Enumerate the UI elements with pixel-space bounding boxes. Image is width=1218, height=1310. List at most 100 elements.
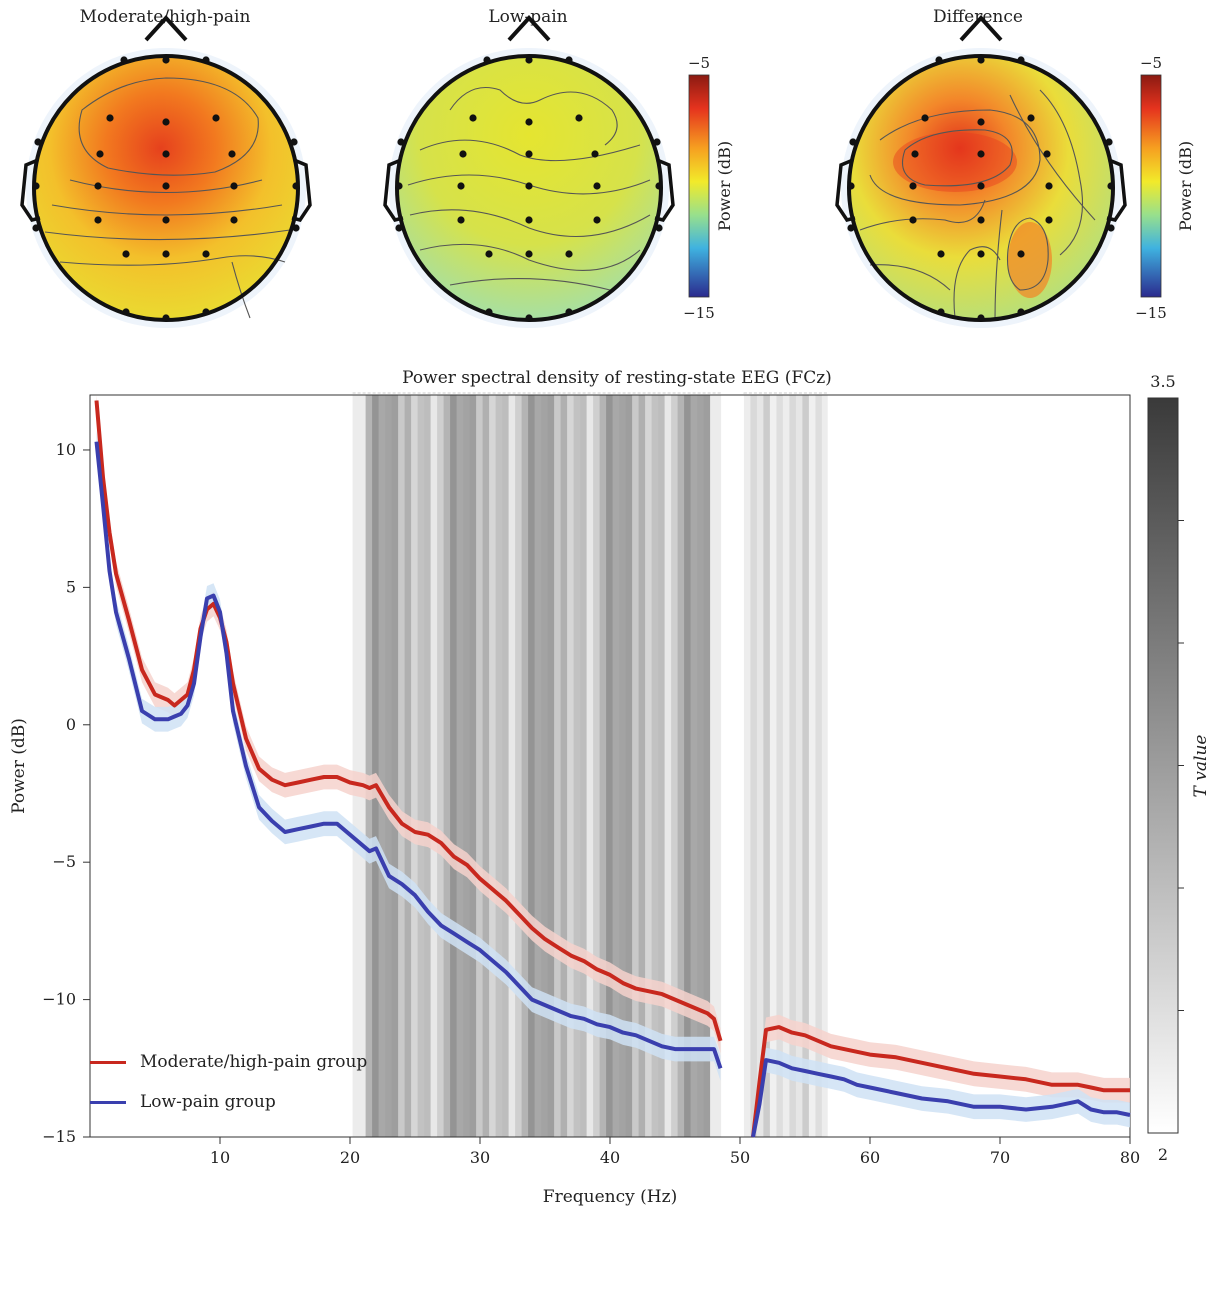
electrode-markers	[32, 56, 300, 322]
nose-icon	[959, 15, 1003, 42]
electrode-dot	[525, 118, 533, 126]
significance-stripe	[580, 395, 588, 1137]
tvalue-top-label: 3.5	[1150, 372, 1175, 391]
electrode-dot	[937, 308, 945, 316]
electrode-dot	[106, 114, 114, 122]
significance-stripe	[756, 395, 764, 1137]
colorbar-bottom-label: −15	[1135, 304, 1167, 322]
electrode-dot	[202, 250, 210, 258]
legend-swatch-high	[90, 1060, 126, 1064]
x-tick-label: 10	[210, 1148, 230, 1167]
significance-stripe	[456, 395, 464, 1137]
electrode-dot	[120, 56, 128, 64]
contour-lines	[859, 89, 1096, 321]
right-ear-icon	[654, 158, 675, 222]
significance-stripe	[573, 395, 581, 1137]
tvalue-ticks	[1178, 520, 1184, 1011]
significance-stripe	[619, 395, 627, 1137]
significance-stripe	[716, 395, 722, 1137]
contour-lines	[407, 86, 651, 291]
electrode-dot	[977, 56, 985, 64]
electrode-dot	[909, 182, 917, 190]
series-line	[751, 1025, 1130, 1138]
electrode-dot	[977, 250, 985, 258]
contour-lines	[44, 77, 291, 319]
electrode-dot	[469, 114, 477, 122]
significance-stripe	[547, 395, 555, 1137]
electrode-dot	[212, 114, 220, 122]
electrode-dot	[1017, 308, 1025, 316]
colorbar-top-label: −5	[688, 54, 710, 72]
electrode-dot	[1107, 224, 1115, 232]
significance-stripe	[684, 395, 692, 1137]
electrode-dot	[847, 224, 855, 232]
y-tick-label: −10	[42, 990, 76, 1009]
significance-stripe	[515, 395, 523, 1137]
confidence-band	[753, 1047, 1130, 1137]
topo-colorbar-1: −5 −15 Power (dB)	[683, 54, 734, 322]
x-axis-label: Frequency (Hz)	[543, 1187, 677, 1207]
nose-icon	[144, 15, 188, 42]
significance-stripe	[703, 395, 711, 1137]
electrode-dot	[94, 216, 102, 224]
significance-stripe	[821, 395, 828, 1137]
electrode-dot	[292, 224, 300, 232]
significance-stripe	[378, 395, 386, 1137]
x-tick-label: 60	[860, 1148, 880, 1167]
chart-title: Power spectral density of resting-state …	[402, 368, 832, 388]
significance-stripe	[743, 395, 751, 1137]
electrode-dot	[525, 182, 533, 190]
nose-icon	[507, 15, 551, 42]
significance-stripe	[404, 395, 412, 1137]
electrode-dot	[1045, 216, 1053, 224]
electrode-dot	[847, 182, 855, 190]
significance-stripe	[469, 395, 477, 1137]
significance-stripe	[450, 395, 458, 1137]
significance-stripe	[815, 395, 823, 1137]
topo-colorbar-2: −5 −15 Power (dB)	[1135, 54, 1195, 322]
significance-stripe	[528, 395, 536, 1137]
significance-stripe	[365, 395, 373, 1137]
electrode-dot	[911, 150, 919, 158]
electrode-markers	[847, 56, 1115, 322]
colorbar-gradient	[688, 74, 710, 298]
significance-stripe	[658, 395, 666, 1137]
electrode-dot	[977, 182, 985, 190]
significance-stripe	[802, 395, 810, 1137]
electrode-dot	[202, 56, 210, 64]
electrode-dot	[483, 56, 491, 64]
significance-stripe	[463, 395, 471, 1137]
electrode-dot	[1043, 150, 1051, 158]
significance-stripe	[645, 395, 653, 1137]
y-tick-label: 0	[66, 715, 76, 734]
electrode-dot	[122, 250, 130, 258]
x-axis-ticks: 10 20 30 40 50 60 70 80	[210, 1137, 1140, 1167]
psd-chart: Power spectral density of resting-state …	[9, 368, 1211, 1207]
significance-stripe	[638, 395, 646, 1137]
significance-stripe	[763, 395, 771, 1137]
significance-stripe	[398, 395, 406, 1137]
x-tick-label: 50	[730, 1148, 750, 1167]
electrode-dot	[977, 216, 985, 224]
electrode-dot	[593, 182, 601, 190]
colorbar-axis-label: Power (dB)	[1176, 141, 1195, 231]
legend-label-high: Moderate/high-pain group	[140, 1052, 368, 1072]
electrode-dot	[909, 216, 917, 224]
significance-stripe	[502, 395, 510, 1137]
right-ear-icon	[291, 158, 312, 222]
electrode-dot	[32, 224, 40, 232]
electrode-dot	[162, 250, 170, 258]
electrode-dot	[1045, 182, 1053, 190]
electrode-dot	[162, 182, 170, 190]
electrode-dot	[230, 216, 238, 224]
electrode-markers	[395, 56, 663, 322]
electrode-dot	[162, 118, 170, 126]
legend-swatch-low	[90, 1100, 126, 1104]
confidence-band	[753, 1014, 1130, 1137]
significance-stripe	[599, 395, 607, 1137]
significance-stripe	[534, 395, 542, 1137]
significance-stripe	[769, 395, 777, 1137]
electrode-dot	[485, 308, 493, 316]
significance-stripe	[567, 395, 575, 1137]
x-tick-label: 30	[470, 1148, 490, 1167]
